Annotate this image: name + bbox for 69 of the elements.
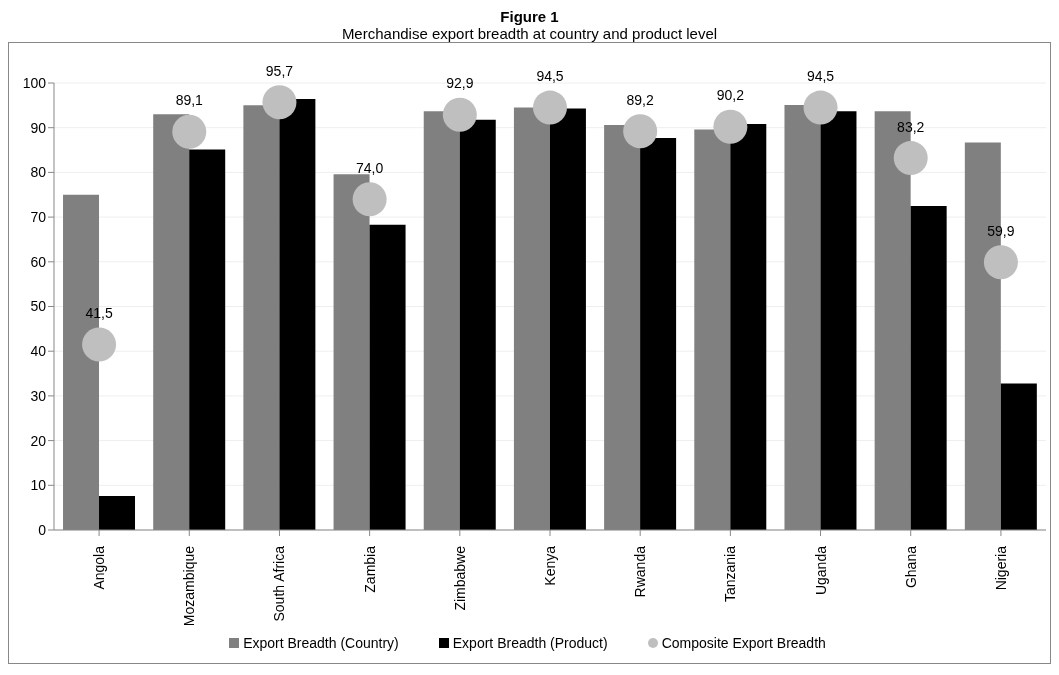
x-tick-label: Zimbabwe <box>451 545 468 611</box>
data-label: 95,7 <box>265 62 294 79</box>
bar <box>189 149 226 530</box>
x-tick-label: Kenya <box>542 545 558 586</box>
y-tick-label: 10 <box>30 477 47 494</box>
x-tick-label: Ghana <box>902 545 919 589</box>
data-label: 94,5 <box>806 68 835 85</box>
bar <box>423 111 460 530</box>
chart-subtitle: Merchandise export breadth at country and product level <box>340 25 719 42</box>
y-tick-label: 70 <box>30 209 47 226</box>
point <box>442 97 477 132</box>
data-label: 89,1 <box>175 92 204 109</box>
chart-title: Figure 1 <box>499 8 560 25</box>
bar <box>333 174 370 530</box>
bar <box>369 224 406 530</box>
legend-label: Export Breadth (Product) <box>452 635 608 651</box>
point <box>262 85 297 120</box>
bar <box>459 119 496 530</box>
data-label: 74,0 <box>356 159 384 176</box>
legend-label: Composite Export Breadth <box>661 635 826 651</box>
x-tick-label: Uganda <box>812 545 829 596</box>
x-tick-label: Zambia <box>361 545 378 593</box>
x-tick-label: Angola <box>91 545 108 590</box>
bar <box>99 496 136 530</box>
point <box>82 327 117 362</box>
data-label: 83,2 <box>897 118 925 135</box>
bar <box>730 124 767 530</box>
point <box>623 114 658 149</box>
bar <box>513 107 550 530</box>
point <box>893 141 928 176</box>
bar <box>1000 383 1037 530</box>
y-tick-label: 100 <box>22 74 47 91</box>
point <box>803 90 838 125</box>
y-tick-label: 30 <box>30 387 47 404</box>
bar <box>910 205 947 530</box>
legend-label: Export Breadth (Country) <box>243 635 399 651</box>
bar <box>604 125 641 530</box>
x-tick-label: Mozambique <box>181 545 198 627</box>
bar <box>640 137 677 530</box>
point <box>352 182 387 217</box>
x-tick-label: South Africa <box>271 545 288 622</box>
point <box>983 245 1018 280</box>
x-tick-label: Tanzania <box>722 545 739 603</box>
point <box>713 109 748 144</box>
y-tick-label: 0 <box>38 521 47 538</box>
x-tick-label: Nigeria <box>992 545 1009 591</box>
point <box>172 114 207 149</box>
y-tick-label: 80 <box>30 164 47 181</box>
point <box>533 90 567 125</box>
y-tick-label: 90 <box>30 119 47 136</box>
data-label: 90,2 <box>716 87 745 104</box>
y-tick-label: 50 <box>30 298 47 315</box>
bar <box>784 104 821 530</box>
bar <box>153 114 190 530</box>
data-label: 59,9 <box>987 222 1015 239</box>
data-label: 41,5 <box>85 304 113 321</box>
y-tick-label: 20 <box>30 432 47 449</box>
bar <box>820 111 857 530</box>
data-label: 92,9 <box>446 75 474 92</box>
bar <box>243 105 280 530</box>
chart-frame: Export Breadth (Country) Export Breadth (Product) Composite Export Breadth Angola Mozambique South Africa Zambia Zimbabwe Kenya Rwanda Tanzania Uganda Ghana Nigeria 0 10 20 30 40 50 60 70 80 90 100 41,5 89,1 95,7 74,0 92,9 94,5 89,2 90,2 94,5 83,2 59,9 <box>8 42 1051 664</box>
bar <box>549 108 586 530</box>
data-label: 94,5 <box>536 68 564 85</box>
x-tick-label: Rwanda <box>632 545 649 598</box>
bar <box>279 99 316 530</box>
data-label: 89,2 <box>626 91 655 108</box>
bar <box>694 129 731 530</box>
y-tick-label: 60 <box>30 253 47 270</box>
y-tick-label: 40 <box>30 343 47 360</box>
